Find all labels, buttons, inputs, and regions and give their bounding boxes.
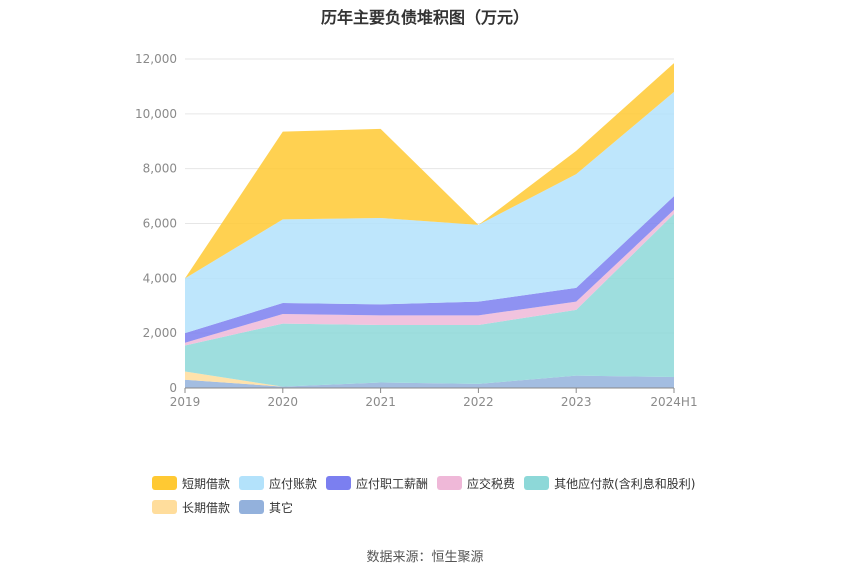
legend-swatch	[152, 476, 177, 490]
x-tick-label: 2023	[561, 395, 592, 409]
y-tick-label: 12,000	[135, 52, 177, 66]
area-series	[185, 63, 674, 388]
y-tick-label: 4,000	[143, 271, 177, 285]
axes: 0 2,000 4,000 6,000 8,000 10,000 12,000 2019 202…	[135, 52, 698, 409]
legend-label: 长期借款	[182, 500, 231, 515]
area-其它	[185, 375, 674, 388]
area-应付职工薪酬	[185, 196, 674, 343]
legend-item[interactable]: 其它	[239, 499, 293, 516]
legend-swatch	[326, 476, 352, 490]
legend-item[interactable]: 短期借款	[152, 475, 230, 492]
legend: 短期借款 应付账款 应付职工薪酬 应交税费 其他应付款(含利息和股利) 长期借款 其它	[152, 472, 752, 520]
legend-item[interactable]: 其他应付款(含利息和股利)	[524, 475, 695, 492]
y-tick-label: 8,000	[143, 162, 177, 176]
legend-swatch	[437, 476, 463, 490]
legend-item[interactable]: 应付账款	[239, 475, 317, 492]
legend-row: 短期借款 应付账款 应付职工薪酬 应交税费 其他应付款(含利息和股利)	[152, 472, 752, 494]
legend-label: 应付账款	[269, 476, 318, 491]
legend-swatch	[524, 476, 550, 490]
x-tick-label: 2019	[170, 395, 201, 409]
legend-row: 长期借款 其它	[152, 496, 752, 518]
legend-label: 其他应付款(含利息和股利)	[554, 476, 696, 491]
legend-swatch	[239, 476, 265, 490]
y-tick-label: 2,000	[143, 326, 177, 340]
source-note: 数据来源：恒生聚源	[366, 550, 484, 565]
area-应付账款	[185, 91, 674, 334]
x-tick-label: 2021	[365, 395, 396, 409]
legend-item[interactable]: 长期借款	[152, 499, 230, 516]
legend-item[interactable]: 应交税费	[437, 475, 515, 492]
area-应交税费	[185, 209, 674, 346]
legend-swatch	[152, 500, 177, 514]
legend-label: 应付职工薪酬	[356, 476, 429, 491]
legend-swatch	[239, 500, 265, 514]
area-短期借款	[185, 63, 674, 279]
x-tick-label: 2024H1	[650, 395, 697, 409]
y-tick-label: 0	[169, 381, 177, 395]
y-tick-label: 10,000	[135, 107, 177, 121]
legend-label: 其它	[269, 500, 294, 515]
y-tick-label: 6,000	[143, 217, 177, 231]
legend-label: 短期借款	[182, 476, 231, 491]
chart-title: 历年主要负债堆积图（万元）	[320, 8, 529, 27]
legend-label: 应交税费	[467, 476, 516, 491]
stacked-area-chart: 0 2,000 4,000 6,000 8,000 10,000 12,000 2019 202…	[135, 52, 698, 409]
legend-item[interactable]: 应付职工薪酬	[326, 475, 428, 492]
area-其他应付款(含利息和股利)	[185, 213, 674, 387]
x-tick-label: 2020	[268, 395, 299, 409]
x-tick-label: 2022	[463, 395, 494, 409]
